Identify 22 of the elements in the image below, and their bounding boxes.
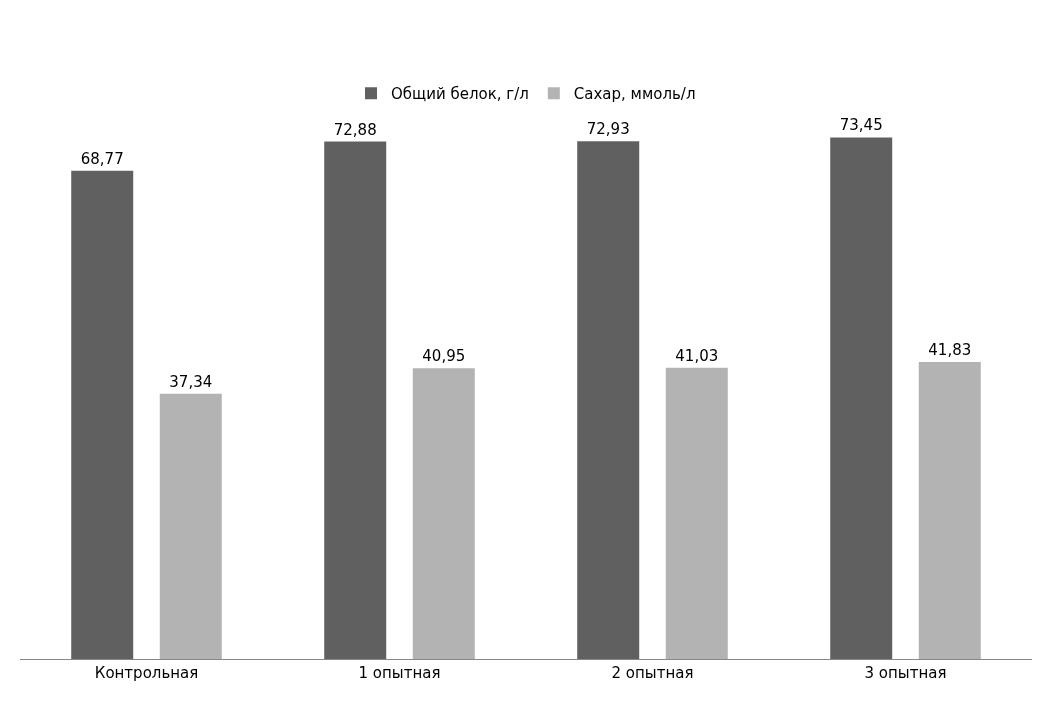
bar (918, 361, 981, 659)
bar (324, 141, 387, 659)
data-label: 72,88 (333, 120, 377, 139)
data-label: 40,95 (422, 347, 466, 366)
data-label: 72,93 (586, 120, 630, 139)
bar (665, 367, 728, 659)
legend-label: Общий белок, г/л (391, 85, 529, 104)
data-label: 41,83 (928, 340, 972, 359)
x-tick-label: 2 опытная (611, 664, 694, 682)
data-label: 41,03 (675, 346, 719, 365)
x-tick-label: Контрольная (94, 664, 199, 682)
bar (830, 137, 893, 659)
x-tick-label: 1 опытная (358, 664, 441, 682)
data-label: 37,34 (169, 372, 213, 391)
x-tick-label: 3 опытная (864, 664, 947, 682)
bar (71, 170, 134, 659)
bar (577, 141, 640, 659)
bar (412, 368, 475, 659)
data-label: 68,77 (80, 149, 124, 168)
data-label: 73,45 (839, 116, 883, 135)
bar (159, 393, 222, 659)
legend-label: Сахар, ммоль/л (573, 85, 696, 104)
